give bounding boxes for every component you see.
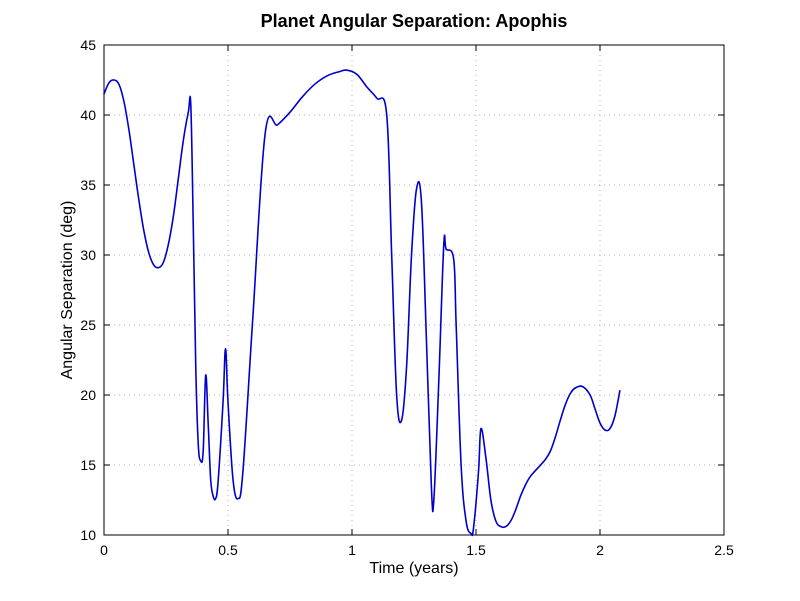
y-tick-label: 30: [80, 247, 96, 263]
x-tick-label: 0: [100, 542, 108, 558]
x-tick-label: 2: [596, 542, 604, 558]
x-tick-label: 2.5: [714, 542, 734, 558]
series-line: [103, 69, 621, 537]
x-tick-labels: 0 0.5 1 1.5 2 2.5: [100, 542, 734, 558]
y-tick-label: 15: [80, 457, 96, 473]
y-tick-label: 35: [80, 177, 96, 193]
y-tick-label: 10: [80, 527, 96, 543]
y-tick-labels: 10 15 20 25 30 35 40 45: [80, 37, 96, 543]
x-axis-label: Time (years): [369, 560, 458, 577]
y-tick-label: 25: [80, 317, 96, 333]
chart-title: Planet Angular Separation: Apophis: [261, 11, 568, 31]
y-tick-label: 20: [80, 387, 96, 403]
y-tick-label: 40: [80, 107, 96, 123]
axis-ticks: [103, 44, 725, 536]
y-tick-label: 45: [80, 37, 96, 53]
y-axis-label: Angular Separation (deg): [59, 201, 76, 380]
grid-lines: [104, 45, 724, 535]
x-tick-label: 1.5: [466, 542, 486, 558]
x-tick-label: 0.5: [218, 542, 238, 558]
plot-area: [103, 44, 725, 536]
x-tick-label: 1: [348, 542, 356, 558]
